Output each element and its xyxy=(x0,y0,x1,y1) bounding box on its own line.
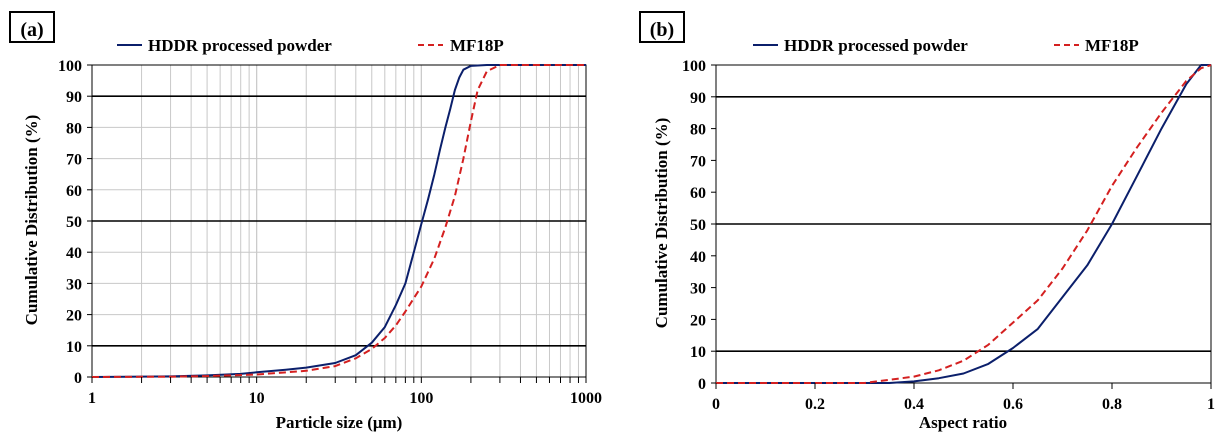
panel-b: (b) 0 0.2 0.4 0.6 0.8 1 0 10 20 30 40 50 60 70 80 90 10… xyxy=(639,11,1215,432)
y-tick-label: 20 xyxy=(66,308,82,325)
y-tick-label: 80 xyxy=(66,120,82,137)
x-tick-label: 1000 xyxy=(570,390,602,407)
y-tick-label: 70 xyxy=(66,152,82,169)
y-tick-label: 40 xyxy=(690,249,706,266)
y-tick-label: 0 xyxy=(698,376,706,393)
y-tick-label: 50 xyxy=(66,214,82,231)
legend-label-mf18p: MF18P xyxy=(1085,36,1139,55)
x-tick-labels: 1 10 100 1000 xyxy=(88,377,602,407)
reference-lines xyxy=(92,95,586,347)
panel-label: (a) xyxy=(20,19,43,41)
y-tick-label: 100 xyxy=(58,58,82,75)
x-tick-label: 0.2 xyxy=(805,396,825,413)
y-axis-label: Cumulative Distribution (%) xyxy=(22,115,41,326)
x-tick-label: 1 xyxy=(88,390,96,407)
y-tick-label: 50 xyxy=(690,217,706,234)
legend: HDDR processed powder MF18P xyxy=(753,36,1139,55)
series-line-mf18p xyxy=(91,64,586,378)
x-tick-labels: 0 0.2 0.4 0.6 0.8 1 xyxy=(712,383,1215,413)
series-line-mf18p xyxy=(716,64,1212,384)
series-lines xyxy=(91,64,586,378)
panel-a: (a) 1 10 100 1000 0 10 20 30 40 50 60 70 80 90 100 Pa… xyxy=(9,11,602,432)
y-tick-label: 0 xyxy=(74,370,82,387)
y-tick-label: 10 xyxy=(690,344,706,361)
y-tick-label: 60 xyxy=(690,185,706,202)
y-tick-label: 70 xyxy=(690,153,706,170)
y-tick-label: 30 xyxy=(66,276,82,293)
y-tick-label: 40 xyxy=(66,245,82,262)
legend: HDDR processed powder MF18P xyxy=(117,36,504,55)
series-line-hddr xyxy=(91,64,586,378)
legend-label-mf18p: MF18P xyxy=(450,36,504,55)
x-tick-label: 1 xyxy=(1207,396,1215,413)
x-tick-label: 0.8 xyxy=(1102,396,1122,413)
y-tick-label: 60 xyxy=(66,183,82,200)
legend-label-hddr: HDDR processed powder xyxy=(784,36,968,55)
panel-label-box xyxy=(9,11,55,43)
legend-label-hddr: HDDR processed powder xyxy=(148,36,332,55)
x-axis-label: Particle size (μm) xyxy=(276,413,403,432)
series-line-hddr xyxy=(716,64,1211,384)
y-tick-label: 20 xyxy=(690,312,706,329)
y-tick-label: 10 xyxy=(66,339,82,356)
reference-lines xyxy=(716,96,1211,353)
x-tick-label: 0 xyxy=(712,396,720,413)
x-tick-label: 100 xyxy=(409,390,433,407)
panel-label: (b) xyxy=(650,19,674,41)
x-axis-label: Aspect ratio xyxy=(919,413,1007,432)
y-tick-label: 100 xyxy=(682,58,706,75)
x-tick-label: 10 xyxy=(249,390,265,407)
panel-label-box xyxy=(639,11,685,43)
y-tick-label: 80 xyxy=(690,122,706,139)
y-tick-labels: 0 10 20 30 40 50 60 70 80 90 100 xyxy=(58,58,92,387)
x-tick-label: 0.6 xyxy=(1003,396,1023,413)
y-tick-label: 90 xyxy=(66,89,82,106)
series-lines xyxy=(716,64,1212,384)
y-tick-label: 30 xyxy=(690,281,706,298)
x-tick-label: 0.4 xyxy=(904,396,924,413)
y-tick-label: 90 xyxy=(690,90,706,107)
y-axis-label: Cumulative Distribution (%) xyxy=(652,118,671,329)
y-tick-labels: 0 10 20 30 40 50 60 70 80 90 100 xyxy=(682,58,716,393)
